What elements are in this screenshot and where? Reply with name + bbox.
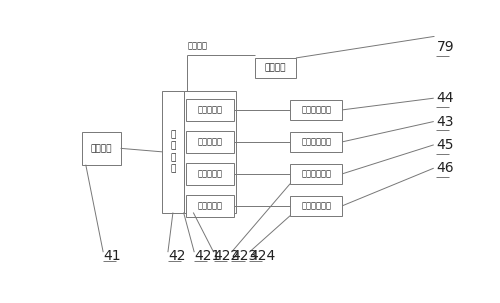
Text: 控制按钮: 控制按钮 — [265, 63, 286, 72]
Text: 43: 43 — [436, 115, 454, 128]
Text: 421: 421 — [194, 249, 220, 263]
Bar — [184, 91, 236, 212]
Bar — [186, 195, 234, 217]
Text: 伸缩控制阀: 伸缩控制阀 — [197, 169, 222, 178]
Bar — [82, 132, 120, 165]
Text: 422: 422 — [214, 249, 240, 263]
Text: 41: 41 — [103, 249, 121, 263]
Text: 控
制
阀
组: 控 制 阀 组 — [170, 131, 175, 173]
Bar — [290, 132, 343, 152]
Text: 79: 79 — [436, 40, 454, 54]
Bar — [290, 196, 343, 216]
Text: 顶盖控制阀: 顶盖控制阀 — [197, 105, 222, 114]
Bar — [256, 58, 296, 78]
Bar — [186, 131, 234, 153]
Bar — [186, 99, 234, 121]
Text: 支腿伸缩油缸: 支腿伸缩油缸 — [302, 169, 332, 178]
Text: 46: 46 — [436, 161, 454, 175]
Text: 支腿升降油缸: 支腿升降油缸 — [302, 201, 332, 210]
Text: 424: 424 — [250, 249, 276, 263]
Text: 423: 423 — [232, 249, 258, 263]
Bar — [186, 163, 234, 185]
Text: 45: 45 — [436, 138, 454, 152]
Text: 控制信号: 控制信号 — [188, 41, 208, 50]
Text: 平台升降油缸: 平台升降油缸 — [302, 137, 332, 146]
Text: 顶盖启闭油缸: 顶盖启闭油缸 — [302, 105, 332, 114]
Text: 42: 42 — [168, 249, 186, 263]
Bar — [290, 164, 343, 184]
Text: 平台控制阀: 平台控制阀 — [197, 137, 222, 146]
Text: 动力单元: 动力单元 — [90, 144, 112, 153]
Text: 支腿控制阀: 支腿控制阀 — [197, 201, 222, 210]
Text: 44: 44 — [436, 91, 454, 105]
Bar — [162, 91, 184, 212]
Bar — [290, 100, 343, 120]
